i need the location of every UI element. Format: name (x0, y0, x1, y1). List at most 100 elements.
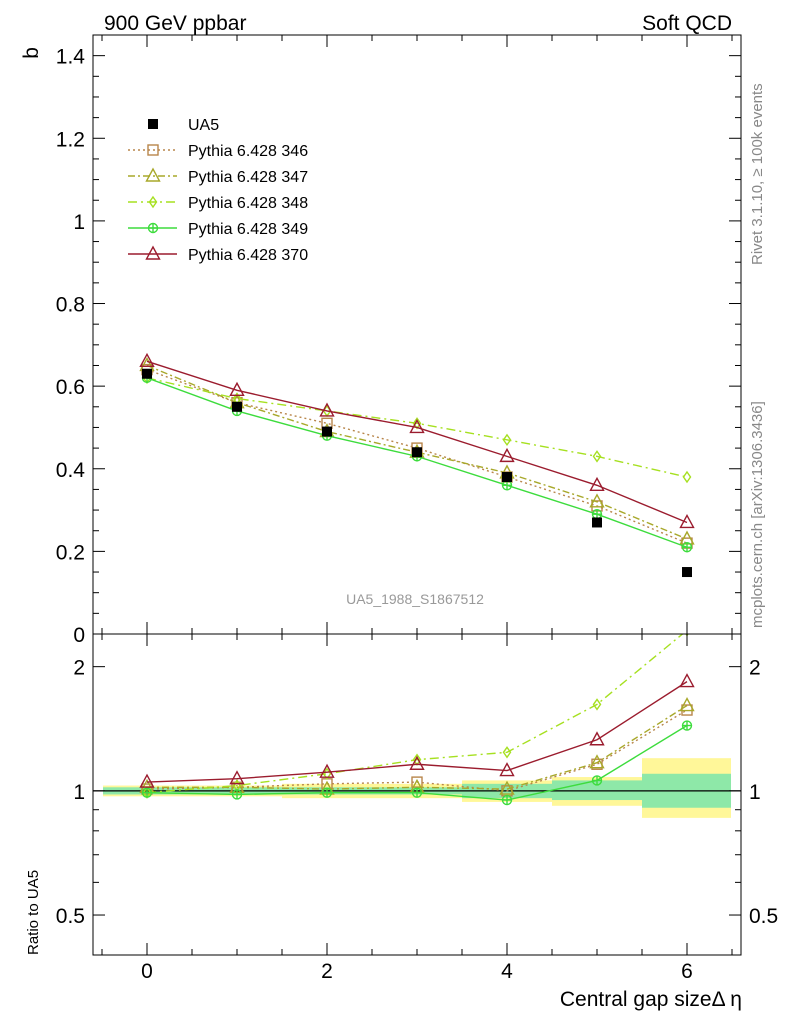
main-series-point (589, 476, 605, 491)
main-series-line (146, 377, 688, 548)
ratio-series-point (499, 762, 515, 777)
ratio-y-tick-label-right: 0.5 (749, 905, 778, 928)
main-y-tick-label: 0.8 (56, 294, 85, 317)
legend-label: Pythia 6.428 347 (188, 169, 308, 186)
main-panel: 0 0.2 0.4 0.6 0.8 1 1.2 1.4 (56, 34, 742, 647)
data-point (232, 401, 242, 412)
ratio-series-point (592, 698, 602, 711)
main-series-point (319, 402, 335, 417)
ratio-series-group (139, 634, 695, 806)
main-series-line (146, 364, 688, 540)
legend-marker (147, 144, 159, 156)
legend-label: Pythia 6.428 348 (188, 195, 308, 212)
main-series-point (502, 433, 512, 447)
ratio-series-point (589, 754, 605, 769)
main-y-axis-label: b (20, 47, 43, 59)
legend-entry: Pythia 6.428 347 (128, 167, 308, 186)
main-series-3 (141, 372, 693, 553)
header-right-title: Soft QCD (642, 12, 732, 35)
main-y-tick-label: 0.6 (56, 376, 85, 399)
ratio-series-line (146, 681, 688, 783)
mcplots-label: mcplots.cern.ch [arXiv:1306.3436] (749, 401, 766, 628)
ratio-series-line (146, 634, 684, 794)
ratio-series-point (409, 755, 425, 770)
ratio-series-point (681, 720, 693, 731)
legend-entry: UA5 (148, 117, 219, 134)
legend-marker (145, 245, 161, 260)
data-point (592, 517, 602, 528)
main-series-point (139, 352, 155, 368)
ratio-series-3 (141, 720, 693, 806)
header-left-title: 900 GeV ppbar (104, 12, 246, 35)
main-y-tick-label: 0 (73, 624, 85, 647)
x-tick-label: 6 (681, 960, 693, 983)
x-axis-label: Central gap sizeΔ η (560, 988, 742, 1011)
ratio-series-point (679, 673, 695, 688)
ratio-y-tick-label-right: 2 (749, 657, 761, 680)
legend-entry: Pythia 6.428 346 (128, 143, 308, 160)
ratio-series-point (229, 770, 245, 785)
main-y-tick-label: 1.4 (56, 46, 86, 69)
data-point (412, 447, 422, 458)
main-y-tick-label: 0.2 (56, 541, 85, 564)
x-tick-label: 2 (321, 960, 333, 983)
main-series-point (501, 480, 513, 491)
legend-entry: Pythia 6.428 370 (128, 245, 308, 264)
ratio-series-point (141, 787, 153, 798)
ratio-series-point (591, 775, 603, 786)
main-series-line (146, 360, 688, 524)
data-point (322, 426, 332, 437)
main-series-point (592, 450, 602, 463)
main-data-points (142, 368, 692, 578)
legend-entry: Pythia 6.428 348 (128, 195, 308, 212)
data-point (142, 368, 152, 379)
main-y-tick-label: 1.2 (56, 128, 85, 151)
x-tick-label: 4 (501, 960, 513, 983)
ratio-panel: 0.5 0.5 1 1 2 2 0 2 4 6 (56, 633, 778, 983)
x-tick-label: 0 (141, 960, 153, 983)
ratio-series-point (231, 789, 243, 800)
main-series-line (146, 377, 688, 478)
main-series-4 (139, 352, 695, 529)
data-point (682, 567, 692, 578)
ratio-series-point (679, 697, 695, 712)
legend-marker (147, 222, 159, 234)
main-series-point (229, 381, 245, 396)
ratio-y-tick-label: 1 (73, 781, 85, 804)
main-series-point (589, 493, 605, 508)
legend-label: UA5 (188, 117, 219, 134)
legend-marker (148, 119, 158, 129)
legend-label: Pythia 6.428 370 (188, 247, 308, 264)
ratio-series-point (411, 787, 423, 798)
legend: UA5 Pythia 6.428 346 Pythia 6.428 347 Pythi… (128, 117, 308, 264)
legend-marker (145, 167, 161, 182)
ratio-y-tick-label-right: 1 (749, 781, 761, 804)
main-series-point (499, 447, 515, 463)
main-series-point (682, 470, 692, 484)
main-y-tick-label: 0.4 (56, 459, 86, 482)
ratio-series-4 (139, 673, 695, 788)
ratio-y-axis-label: Ratio to UA5 (25, 870, 42, 955)
main-y-tick-label: 1 (73, 211, 85, 234)
legend-label: Pythia 6.428 349 (188, 221, 308, 238)
data-point (502, 472, 512, 483)
legend-entry: Pythia 6.428 349 (128, 221, 308, 238)
analysis-id-label: UA5_1988_S1867512 (346, 591, 484, 607)
main-series-point (679, 513, 695, 529)
main-series-point (591, 509, 603, 520)
ratio-y-tick-label: 0.5 (56, 905, 85, 928)
ratio-series-point (319, 763, 335, 778)
legend-label: Pythia 6.428 346 (188, 143, 308, 160)
ratio-series-point (321, 787, 333, 798)
ratio-y-tick-label: 2 (73, 657, 85, 680)
main-series-point (412, 417, 422, 430)
ratio-series-point (139, 773, 155, 788)
main-series-point (409, 418, 425, 434)
main-series-point (681, 542, 693, 553)
ratio-series-line (147, 704, 688, 790)
ratio-series-point (502, 746, 512, 759)
legend-marker (148, 195, 158, 209)
ratio-series-point (501, 794, 513, 806)
rivet-version-label: Rivet 3.1.10, ≥ 100k events (749, 83, 766, 265)
